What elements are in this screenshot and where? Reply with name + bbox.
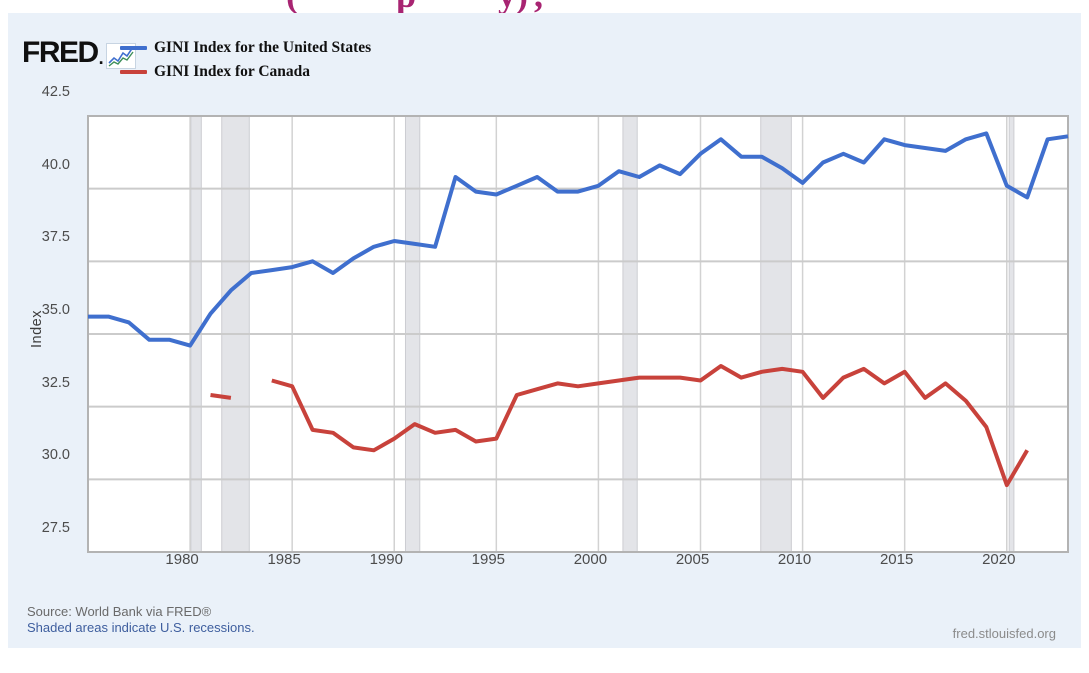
cropped-title-fragment: y) (498, 0, 528, 13)
x-tick-label: 1980 (165, 551, 199, 568)
x-tick-label: 1990 (369, 551, 403, 568)
chart-legend: GINI Index for the United States GINI In… (120, 36, 371, 84)
cropped-title-fragment: ( (286, 0, 298, 13)
fred-chart-container: FRED . GINI Index for the United States … (8, 13, 1081, 648)
series-line-canada (271, 364, 1029, 488)
cropped-title-fragment: , (534, 0, 543, 13)
legend-item-united-states: GINI Index for the United States (120, 36, 371, 60)
y-tick-label: 37.5 (41, 229, 70, 246)
y-tick-label: 42.5 (41, 84, 70, 100)
fred-url-link[interactable]: fred.stlouisfed.org (952, 626, 1056, 641)
x-tick-label: 1985 (267, 551, 301, 568)
legend-label-united-states: GINI Index for the United States (154, 39, 372, 56)
x-tick-label: 1995 (471, 551, 506, 568)
source-text: Source: World Bank via FRED® (27, 604, 212, 619)
legend-item-canada: GINI Index for Canada (120, 60, 371, 84)
x-tick-label: 2000 (573, 551, 608, 568)
x-tick-label: 2005 (675, 551, 710, 568)
fred-logo-text: FRED (22, 36, 99, 69)
x-tick-label: 2020 (982, 551, 1016, 568)
y-tick-label: 30.0 (41, 447, 70, 464)
plot-area (87, 115, 1069, 553)
legend-swatch-red (120, 70, 147, 74)
recession-note-text: Shaded areas indicate U.S. recessions. (27, 620, 255, 635)
series-line-canada (210, 393, 232, 400)
series-line-united-states (88, 131, 1069, 348)
legend-label-canada: GINI Index for Canada (154, 63, 311, 80)
x-tick-label: 2015 (879, 551, 914, 568)
cropped-title-fragment: p (396, 0, 416, 13)
y-tick-label: 35.0 (41, 302, 70, 318)
y-tick-label: 27.5 (41, 520, 70, 536)
x-tick-label: 2010 (777, 551, 812, 568)
y-tick-label: 40.0 (41, 156, 70, 173)
legend-swatch-blue (120, 46, 147, 50)
y-tick-label: 32.5 (41, 374, 70, 391)
fred-logo-dot: . (98, 48, 104, 68)
cropped-page-title: ( p y), (0, 0, 1089, 13)
plot-border (87, 115, 1069, 553)
